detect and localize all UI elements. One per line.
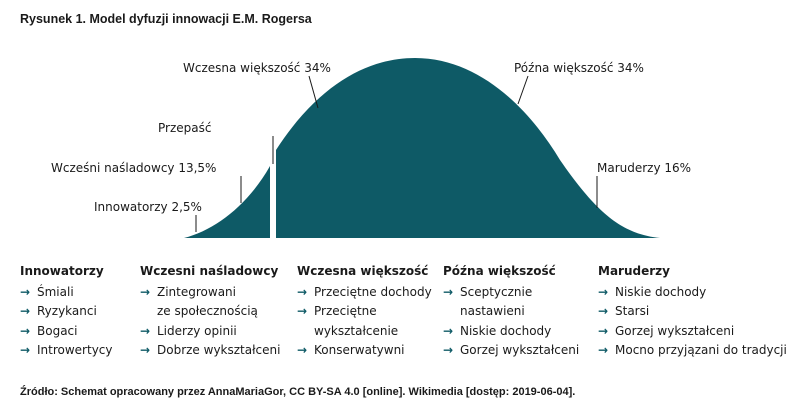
- list-item: → Sceptycznie: [443, 283, 579, 303]
- column-heading: Wczesna większość: [297, 264, 429, 278]
- arrow-right-icon: →: [297, 304, 308, 318]
- curve-segment-early: [184, 166, 270, 238]
- label-early-majority: Wczesna większość 34%: [183, 61, 331, 75]
- list-item: → Konserwatywni: [297, 341, 432, 361]
- column-laggards: Maruderzy → Niskie dochody → Starsi → Gorze…: [598, 262, 787, 361]
- list-item: → Liderzy opinii: [140, 322, 280, 342]
- arrow-right-icon: →: [20, 304, 31, 318]
- list-item-continuation: nastawieni: [460, 304, 525, 318]
- column-heading: Innowatorzy: [20, 264, 104, 278]
- arrow-right-icon: →: [297, 343, 308, 357]
- curve-segment-main: [276, 58, 660, 238]
- column-heading: Wczesni naśladowcy: [140, 264, 279, 278]
- label-laggards: Maruderzy 16%: [597, 161, 691, 175]
- arrow-right-icon: →: [443, 284, 454, 299]
- leader-early-majority: [308, 75, 319, 109]
- arrow-right-icon: →: [140, 343, 151, 357]
- list-item: → Mocno przyjązani do tradycji: [598, 341, 787, 361]
- leader-late-majority: [517, 75, 529, 105]
- diffusion-curve-diagram: Innowatorzy 2,5% Wcześni naśladowcy 13,5…: [51, 58, 691, 238]
- list-item: → Zintegrowani: [140, 283, 280, 303]
- arrow-right-icon: →: [598, 304, 609, 318]
- arrow-right-icon: →: [443, 343, 454, 357]
- column-early-adopters: Wczesni naśladowcy → Zintegrowani ze społ…: [140, 262, 280, 361]
- arrow-right-icon: →: [20, 284, 31, 299]
- arrow-right-icon: →: [140, 323, 151, 338]
- arrow-right-icon: →: [20, 323, 31, 338]
- list-item: → Bogaci: [20, 322, 113, 342]
- column-innovators: Innowatorzy → Śmiali → Ryzykanci → Bogaci →…: [20, 262, 113, 361]
- list-item: → Niskie dochody: [443, 322, 579, 342]
- list-item-continuation: ze społecznością: [157, 304, 258, 318]
- arrow-right-icon: →: [443, 323, 454, 338]
- column-late-majority: Późna większość → Sceptycznie nastawieni …: [443, 262, 579, 361]
- arrow-right-icon: →: [598, 343, 609, 357]
- list-item: → Starsi: [598, 302, 787, 322]
- label-chasm: Przepaść: [158, 121, 211, 135]
- list-item: → Gorzej wykształceni: [598, 322, 787, 342]
- arrow-right-icon: →: [598, 284, 609, 299]
- list-item-continuation: wykształcenie: [314, 323, 399, 338]
- arrow-right-icon: →: [140, 284, 151, 299]
- list-item: → Dobrze wykształceni: [140, 341, 280, 361]
- list-item: → Przeciętne dochody: [297, 283, 432, 303]
- figure-title: Rysunek 1. Model dyfuzji innowacji E.M. …: [20, 12, 312, 26]
- arrow-right-icon: →: [297, 284, 308, 299]
- source-note: Źródło: Schemat opracowany przez AnnaMar…: [20, 386, 576, 398]
- list-item: → Przeciętne: [297, 302, 432, 322]
- column-early-majority: Wczesna większość → Przeciętne dochody → P…: [297, 262, 432, 361]
- list-item: → Śmiali: [20, 283, 113, 303]
- label-late-majority: Późna większość 34%: [514, 61, 644, 75]
- label-innovators: Innowatorzy 2,5%: [94, 200, 202, 214]
- column-heading: Maruderzy: [598, 264, 670, 278]
- arrow-right-icon: →: [598, 323, 609, 338]
- label-early-adopters: Wcześni naśladowcy 13,5%: [51, 161, 216, 175]
- list-item: → Gorzej wykształceni: [443, 341, 579, 361]
- list-item: → Introwertycy: [20, 341, 113, 361]
- list-item: → Ryzykanci: [20, 302, 113, 322]
- column-heading: Późna większość: [443, 264, 556, 278]
- list-item: → Niskie dochody: [598, 283, 787, 303]
- arrow-right-icon: →: [20, 343, 31, 357]
